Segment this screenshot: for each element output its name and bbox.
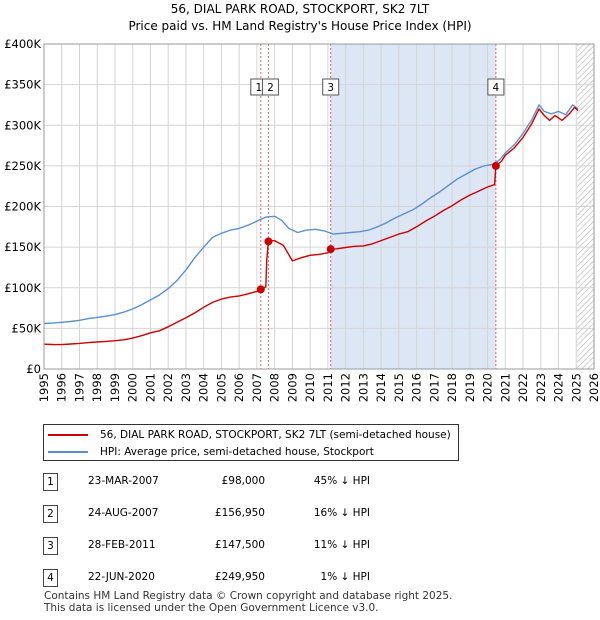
legend-item-property: 56, DIAL PARK ROAD, STOCKPORT, SK2 7LT (…: [48, 427, 451, 443]
x-tick-label: 2025: [569, 373, 583, 402]
sale-marker-box-frame: [322, 78, 340, 96]
chart-title: 56, DIAL PARK ROAD, STOCKPORT, SK2 7LT: [170, 2, 430, 16]
x-tick-label: 2021: [498, 373, 512, 402]
x-tick-label: 1999: [108, 373, 122, 402]
legend-swatch-hpi: [48, 451, 88, 453]
sale-marker-number: 1: [255, 82, 262, 94]
sale-marker-badge: 3: [43, 537, 58, 555]
sale-hpi-diff: 45% ↓ HPI: [313, 475, 370, 487]
x-tick-label: 2011: [321, 373, 335, 402]
x-tick-label: 2017: [427, 373, 441, 402]
property-price-line: [44, 106, 579, 346]
x-tick-label: 2001: [143, 373, 157, 402]
x-tick-label: 2012: [339, 373, 353, 402]
sale-marker-badge: 1: [43, 473, 58, 491]
x-tick-label: 2005: [214, 373, 228, 402]
sale-hpi-diff: 11% ↓ HPI: [313, 539, 370, 551]
plot-frame: [43, 43, 595, 370]
sale-price: £249,950: [214, 571, 265, 583]
sale-point: [326, 245, 335, 254]
x-tick-label: 2008: [268, 373, 282, 402]
sale-date: 28-FEB-2011: [88, 539, 156, 551]
y-tick-label: £400K: [4, 37, 41, 51]
x-tick-label: 2020: [481, 373, 495, 402]
x-tick-label: 1996: [55, 373, 69, 402]
sale-point: [491, 161, 500, 170]
x-tick-label: 2026: [587, 373, 600, 402]
x-tick-label: 2009: [285, 373, 299, 402]
footer-copyright: Contains HM Land Registry data © Crown c…: [44, 590, 453, 602]
sale-hpi-diff: 16% ↓ HPI: [313, 507, 370, 519]
x-tick-label: 2014: [374, 373, 388, 402]
x-tick-label: 2024: [552, 373, 566, 402]
x-tick-label: 2003: [179, 373, 193, 402]
x-tick-label: 2007: [250, 373, 264, 402]
chart-title-block: 56, DIAL PARK ROAD, STOCKPORT, SK2 7LT P…: [0, 0, 600, 35]
x-tick-label: 2015: [392, 373, 406, 402]
y-tick-label: £250K: [4, 159, 41, 173]
y-tick-label: £300K: [4, 118, 41, 132]
sale-row: 1 23-MAR-2007 £98,000 45% ↓ HPI: [43, 473, 403, 493]
sale-marker-number: 3: [327, 82, 334, 94]
x-tick-label: 2010: [303, 373, 317, 402]
footer: Contains HM Land Registry data © Crown c…: [44, 590, 452, 614]
y-tick-label: £350K: [4, 78, 41, 92]
sale-marker-badge: 2: [43, 505, 58, 523]
sale-row: 2 24-AUG-2007 £156,950 16% ↓ HPI: [43, 505, 403, 525]
legend-swatch-property: [48, 434, 88, 436]
sale-price: £98,000: [221, 475, 265, 487]
x-tick-label: 2006: [232, 373, 246, 402]
sale-point: [264, 237, 273, 246]
sale-row: 4 22-JUN-2020 £249,950 1% ↓ HPI: [43, 569, 403, 589]
sale-marker-box-frame: [487, 78, 505, 96]
x-tick-label: 2002: [161, 373, 175, 402]
x-tick-label: 2016: [410, 373, 424, 402]
chart-subtitle: Price paid vs. HM Land Registry's House …: [128, 19, 472, 33]
footer-license: This data is licensed under the Open Gov…: [44, 602, 379, 614]
sale-marker-box: 3: [322, 78, 340, 96]
legend-label-property: 56, DIAL PARK ROAD, STOCKPORT, SK2 7LT (…: [100, 429, 451, 441]
sale-marker-badge: 4: [43, 569, 58, 587]
x-tick-label: 2022: [516, 373, 530, 402]
legend-item-hpi: HPI: Average price, semi-detached house,…: [48, 444, 374, 460]
x-tick-label: 1997: [72, 373, 86, 402]
sale-price: £147,500: [214, 539, 265, 551]
sale-marker-box: 2: [261, 78, 279, 96]
legend-label-hpi: HPI: Average price, semi-detached house,…: [100, 446, 374, 458]
legend: 56, DIAL PARK ROAD, STOCKPORT, SK2 7LT (…: [43, 424, 459, 461]
x-tick-label: 2019: [463, 373, 477, 402]
x-tick-label: 2018: [445, 373, 459, 402]
sale-date: 24-AUG-2007: [88, 507, 159, 519]
x-tick-label: 2013: [356, 373, 370, 402]
x-tick-label: 1998: [90, 373, 104, 402]
sale-date: 22-JUN-2020: [88, 571, 155, 583]
sale-date: 23-MAR-2007: [88, 475, 159, 487]
sale-marker-box: 4: [487, 78, 505, 96]
x-tick-label: 2004: [197, 373, 211, 402]
y-tick-label: £200K: [4, 200, 41, 214]
y-tick-label: £150K: [4, 240, 41, 254]
y-tick-label: £50K: [12, 321, 42, 335]
hpi-line: [44, 104, 579, 325]
sale-price: £156,950: [214, 507, 265, 519]
x-tick-label: 1995: [37, 373, 51, 402]
y-tick-label: £100K: [4, 281, 41, 295]
sale-marker-number: 2: [267, 82, 274, 94]
sale-hpi-diff: 1% ↓ HPI: [320, 571, 370, 583]
sale-row: 3 28-FEB-2011 £147,500 11% ↓ HPI: [43, 537, 403, 557]
x-tick-label: 2000: [126, 373, 140, 402]
sale-marker-number: 4: [493, 82, 500, 94]
sale-point: [256, 285, 265, 294]
y-tick-label: £0: [26, 362, 41, 376]
sale-marker-box-frame: [261, 78, 279, 96]
x-tick-label: 2023: [534, 373, 548, 402]
